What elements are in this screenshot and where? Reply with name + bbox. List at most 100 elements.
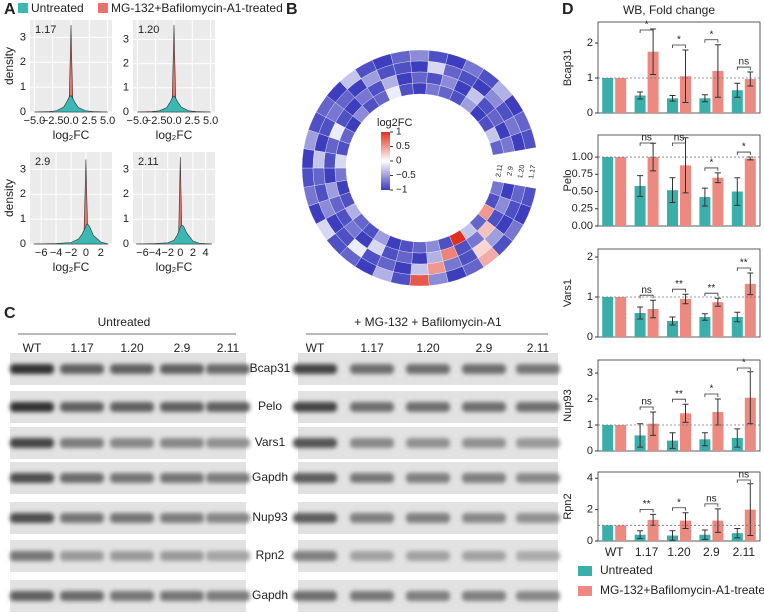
significance-bracket <box>639 142 654 146</box>
x-tick-label: 4 <box>202 247 208 259</box>
x-tick-label: −2.5 <box>145 115 167 127</box>
colorbar-tick-label: 0.5 <box>396 141 410 152</box>
y-tick-label: 1 <box>587 291 593 303</box>
y-tick-label: 2 <box>587 393 593 405</box>
error-bar <box>734 311 741 323</box>
y-tick-label: 2 <box>20 56 26 68</box>
colorbar-title: log2FC <box>377 117 413 129</box>
bar <box>712 412 724 451</box>
lane-label: 1.17 <box>70 341 94 355</box>
blot-band <box>110 402 154 412</box>
significance-bracket <box>704 393 719 397</box>
blot-band <box>293 551 337 561</box>
error-bar <box>682 293 689 305</box>
colorbar <box>381 132 390 190</box>
bar <box>712 177 724 226</box>
blot-group-title: + MG-132 + Bafilomycin-A1 <box>354 315 502 329</box>
y-tick-label: 0.00 <box>572 220 593 232</box>
significance-bracket <box>736 479 751 483</box>
y-tick-label: 1 <box>20 81 26 93</box>
lane-label: 1.17 <box>360 341 384 355</box>
error-bar <box>650 411 657 436</box>
blot-band <box>10 402 54 412</box>
bar <box>744 283 756 337</box>
error-bar <box>637 175 644 197</box>
error-bar <box>650 299 657 319</box>
x-tick-label: 2.5 <box>82 115 97 127</box>
bar <box>602 157 614 226</box>
blot-band <box>60 513 104 523</box>
x-tick-label: −2 <box>161 247 174 259</box>
lane-label: 1.20 <box>416 341 440 355</box>
y-axis-label: density <box>2 47 16 85</box>
heatmap-cell <box>409 49 430 62</box>
y-axis-label: Pelo <box>562 169 574 191</box>
significance-label: * <box>709 158 713 169</box>
blot-band <box>293 513 337 523</box>
protein-label: Gapdh <box>252 588 288 602</box>
plot-frame <box>597 134 761 227</box>
significance-bracket <box>704 39 719 43</box>
bar <box>744 158 756 226</box>
legend-swatch <box>578 586 592 596</box>
blot-band <box>516 473 560 483</box>
bar <box>699 98 711 113</box>
blot-band <box>10 364 54 374</box>
significance-label: ** <box>675 389 683 400</box>
y-tick-label: 0.50 <box>572 185 593 197</box>
blot-band <box>516 591 560 601</box>
significance-bracket <box>639 29 654 33</box>
y-tick-label: 1 <box>123 82 129 94</box>
x-tick-label: −6 <box>136 247 149 259</box>
heatmap-cell <box>409 274 430 287</box>
bar <box>647 309 659 337</box>
heatmap-cell <box>323 152 337 169</box>
blot-band <box>206 551 250 561</box>
y-tick-label: 0 <box>587 331 593 343</box>
bar <box>744 397 756 451</box>
blot-band <box>110 364 154 374</box>
y-tick-label: 1 <box>123 213 129 225</box>
blot-band <box>406 591 450 601</box>
error-bar <box>701 432 708 447</box>
density-area <box>34 95 108 113</box>
ring-label: 2.11 <box>495 164 504 178</box>
x-tick-label: −4 <box>149 247 162 259</box>
heatmap-cell <box>398 83 414 97</box>
significance-bracket <box>672 288 686 293</box>
blot-band <box>160 473 204 483</box>
bar <box>602 78 614 113</box>
blot-band <box>406 551 450 561</box>
ring-label: 1.20 <box>517 164 526 179</box>
y-tick-label: 0 <box>587 107 593 119</box>
bar <box>615 297 627 337</box>
significance-label: ns <box>641 285 652 296</box>
bar <box>647 157 659 226</box>
error-bar <box>701 529 708 540</box>
legend-label: MG-132+Bafilomycin-A1-treated <box>111 1 283 15</box>
blot-band <box>406 473 450 483</box>
error-bar <box>669 316 676 326</box>
bar <box>615 157 627 226</box>
y-tick-label: 3 <box>123 33 129 45</box>
x-axis-label: log₂FC <box>156 260 193 274</box>
x-axis-label: log₂FC <box>156 128 193 142</box>
blot-band <box>160 591 204 601</box>
heatmap-cell <box>410 263 429 276</box>
blot-band <box>206 402 250 412</box>
lane-label: 2.11 <box>527 341 550 355</box>
error-bar <box>747 483 754 537</box>
legend-label: Untreated <box>31 1 84 15</box>
blot-band <box>206 364 250 374</box>
y-tick-label: 0 <box>20 238 26 250</box>
x-tick-label: 2.11 <box>733 545 756 559</box>
blot-band <box>60 402 104 412</box>
x-tick-label: 1.20 <box>667 545 691 559</box>
bar <box>667 190 678 226</box>
blot-band <box>516 438 560 448</box>
blot-band <box>60 473 104 483</box>
x-tick-label: 5.0 <box>203 115 218 127</box>
significance-label: * <box>677 497 681 508</box>
y-tick-label: 1 <box>587 72 593 84</box>
significance-label: ns <box>641 133 652 144</box>
